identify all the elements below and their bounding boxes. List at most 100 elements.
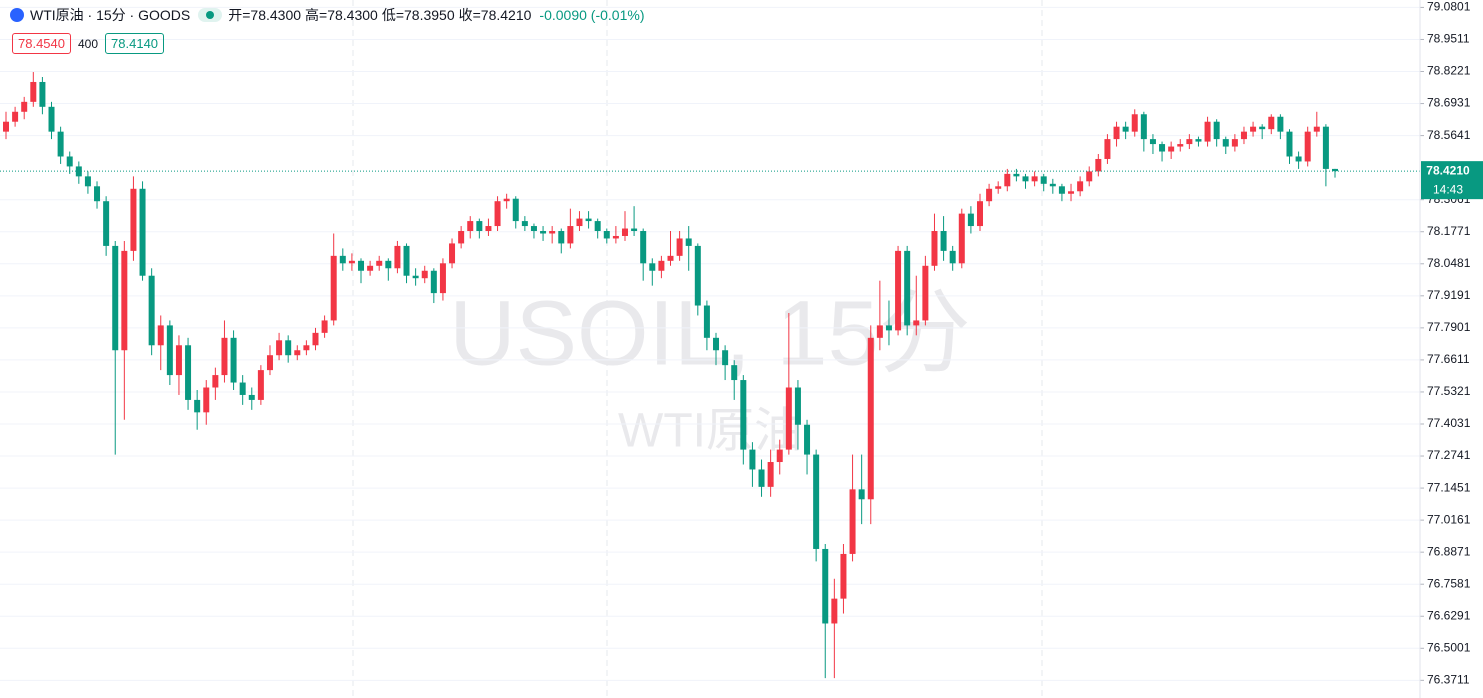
- candle-body: [1031, 176, 1038, 182]
- candle-body: [1077, 181, 1084, 192]
- y-tick-label: 77.1451: [1427, 480, 1471, 494]
- candle-body: [1313, 126, 1320, 132]
- candle-body: [785, 387, 792, 450]
- candle-body: [1322, 126, 1329, 169]
- candle-body: [540, 231, 547, 234]
- candle-body: [1159, 144, 1166, 152]
- candle-body: [103, 201, 110, 246]
- candle-body: [1113, 126, 1120, 140]
- candle-body: [39, 81, 46, 107]
- candle-body: [1204, 121, 1211, 142]
- candle-body: [931, 231, 938, 266]
- candle-body: [703, 305, 710, 338]
- y-tick-label: 76.7581: [1427, 576, 1471, 590]
- sell-price[interactable]: 78.4540: [12, 33, 71, 54]
- candle-body: [430, 270, 437, 294]
- symbol[interactable]: WTI原油 · 15分 · GOODS: [30, 7, 191, 23]
- candle-body: [731, 365, 738, 381]
- candle-body: [895, 250, 902, 331]
- candle-body: [822, 548, 829, 624]
- candle-body: [722, 350, 729, 366]
- candle-body: [1058, 186, 1065, 194]
- candle-body: [157, 325, 164, 346]
- candle-body: [276, 340, 283, 356]
- candle-body: [631, 228, 638, 232]
- candle-body: [585, 218, 592, 222]
- candle-body: [376, 260, 383, 266]
- spread-size: 400: [78, 36, 99, 51]
- candle-body: [166, 325, 173, 376]
- y-tick-label: 77.6611: [1427, 352, 1470, 366]
- candle-body: [394, 245, 401, 269]
- candle-body: [1250, 126, 1257, 132]
- y-tick-label: 78.1771: [1427, 224, 1471, 238]
- candle-body: [285, 340, 292, 356]
- y-tick-label: 77.0161: [1427, 512, 1471, 526]
- candle-body: [995, 186, 1002, 189]
- y-tick-label: 76.8871: [1427, 544, 1471, 558]
- candle-body: [1122, 126, 1129, 132]
- candle-body: [257, 370, 264, 400]
- candle-body: [576, 218, 583, 227]
- change: -0.0090 (-0.01%): [539, 7, 645, 23]
- candle-body: [248, 394, 255, 400]
- candle-body: [112, 245, 119, 351]
- candle-body: [1013, 173, 1020, 177]
- grid: [352, 0, 1043, 698]
- candle-body: [1068, 191, 1075, 194]
- candle-body: [512, 198, 519, 222]
- price-tag-box: [1421, 161, 1483, 200]
- candle-body: [348, 260, 355, 264]
- candle-body: [121, 250, 128, 351]
- candle-body: [230, 337, 237, 383]
- candle-body: [958, 213, 965, 264]
- close: 收=78.4210: [458, 7, 532, 23]
- candle-body: [976, 201, 983, 227]
- candle-body: [130, 188, 137, 251]
- high: 高=78.4300: [305, 7, 378, 23]
- candle-body: [649, 263, 656, 271]
- countdown: 14:43: [1433, 182, 1463, 196]
- candle-body: [640, 231, 647, 264]
- candle-body: [1295, 156, 1302, 162]
- y-tick-label: 77.9191: [1427, 288, 1471, 302]
- candle-body: [321, 320, 328, 333]
- quote: 78.4540 400 78.4140: [12, 33, 165, 54]
- candles: [0, 72, 1420, 679]
- candle-body: [239, 382, 246, 395]
- candle-body: [367, 265, 374, 271]
- y-axis: 79.080178.951178.822178.693178.564178.30…: [0, 0, 1471, 687]
- buy-price[interactable]: 78.4140: [105, 33, 165, 54]
- candle-body: [840, 553, 847, 599]
- candle-body: [212, 375, 219, 388]
- y-tick-label: 78.9511: [1427, 32, 1470, 46]
- candle-body: [530, 226, 537, 232]
- candle-body: [1049, 183, 1056, 187]
- candle-body: [449, 243, 456, 264]
- candle-body: [57, 131, 64, 157]
- candle-body: [1286, 131, 1293, 157]
- candle-body: [1022, 176, 1029, 182]
- candle-body: [612, 235, 619, 239]
- candle-body: [21, 101, 28, 112]
- candle-body: [194, 399, 201, 413]
- candle-body: [1177, 144, 1184, 147]
- candle-body: [294, 350, 301, 356]
- candle-body: [303, 345, 310, 351]
- candle-body: [412, 275, 419, 279]
- header: WTI原油 · 15分 · GOODS 开=78.4300 高=78.4300 …: [10, 6, 644, 24]
- candle-body: [558, 231, 565, 244]
- candle-body: [1149, 139, 1156, 145]
- candle-body: [12, 111, 19, 122]
- open: 开=78.4300: [228, 7, 302, 23]
- y-tick-label: 76.5001: [1427, 640, 1471, 654]
- price-tag-label: 78.4210: [1426, 163, 1470, 177]
- candle-body: [1086, 171, 1093, 182]
- candle-body: [503, 198, 510, 202]
- candle-body: [603, 231, 610, 239]
- candle-body: [48, 106, 55, 132]
- low: 低=78.3950: [381, 7, 455, 23]
- candle-body: [676, 238, 683, 256]
